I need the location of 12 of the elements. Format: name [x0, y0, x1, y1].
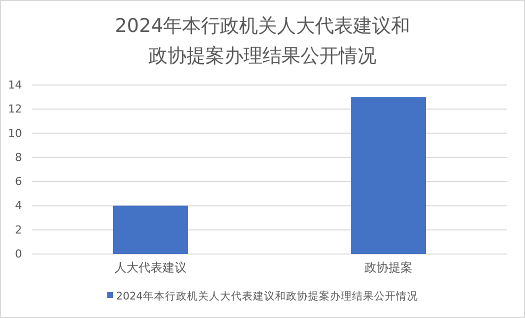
x-tick-label: 人大代表建议: [114, 260, 186, 275]
y-tick-label: 10: [8, 126, 22, 140]
y-tick-label: 2: [15, 223, 22, 236]
y-tick-label: 14: [8, 78, 22, 92]
legend-label: 2024年本行政机关人大代表建议和政协提案办理结果公开情况: [116, 290, 418, 303]
y-tick-label: 6: [15, 175, 22, 188]
y-tick-label: 12: [8, 102, 22, 116]
y-tick-label: 4: [15, 199, 22, 212]
y-tick-label: 8: [15, 150, 22, 164]
x-tick-label: 政协提案: [364, 260, 413, 275]
chart-title: 2024年本行政机关人大代表建议和政协提案办理结果公开情况: [114, 15, 410, 67]
y-tick-label: 0: [15, 248, 22, 261]
